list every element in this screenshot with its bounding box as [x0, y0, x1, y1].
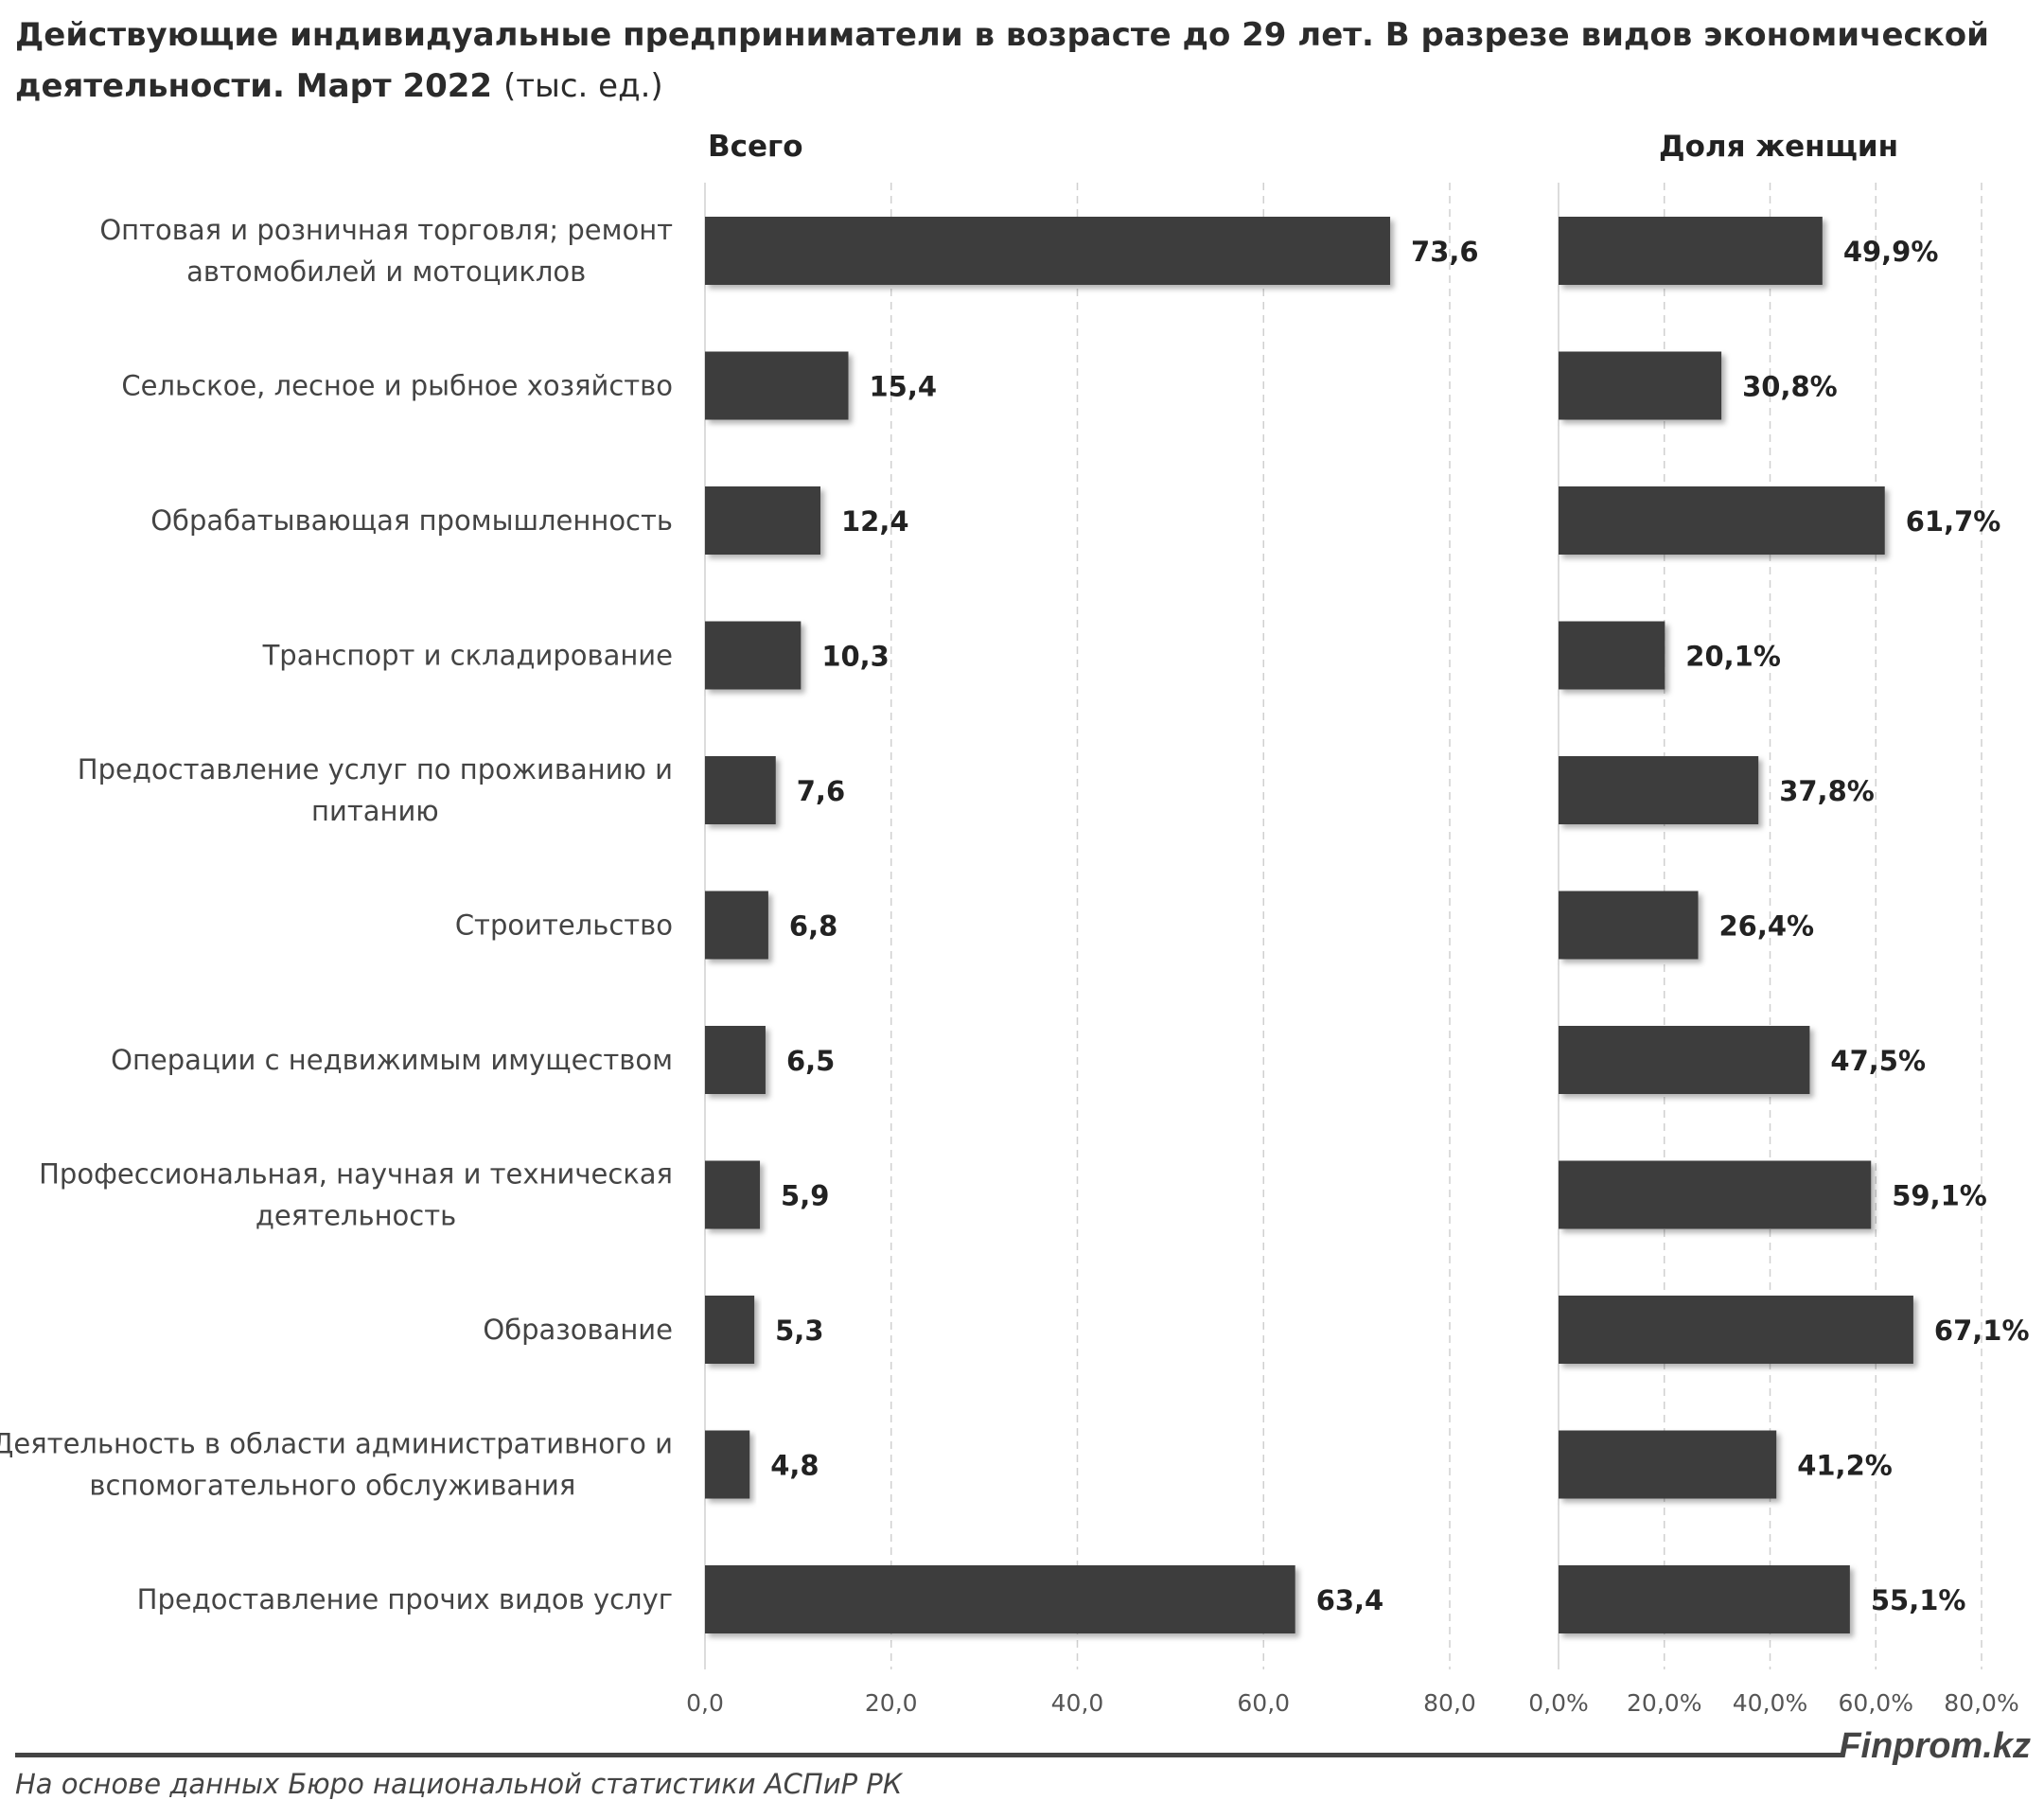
- data-label: 30,8%: [1742, 371, 1838, 403]
- brand-logo: Finprom.kz: [1839, 1726, 2031, 1766]
- data-label: 73,6: [1411, 236, 1479, 268]
- bar: [1559, 486, 1885, 555]
- x-tick-label: 40,0: [1051, 1689, 1104, 1717]
- bar: [1559, 351, 1722, 420]
- data-label: 7,6: [797, 775, 845, 807]
- bar: [705, 486, 820, 555]
- x-tick-label: 20,0: [865, 1689, 918, 1717]
- bar: [705, 1296, 755, 1364]
- category-label: Предоставление прочих видов услуг: [137, 1583, 673, 1615]
- footer-rule: [15, 1753, 1841, 1757]
- bar: [1559, 1026, 1810, 1094]
- data-label: 6,5: [786, 1045, 835, 1077]
- x-tick-label: 0,0: [686, 1689, 724, 1717]
- bar: [705, 891, 768, 960]
- bar: [1559, 1565, 1850, 1633]
- x-tick-label: 20,0%: [1627, 1689, 1701, 1717]
- bar: [1559, 1296, 1913, 1364]
- data-label: 5,9: [781, 1180, 829, 1212]
- data-label: 59,1%: [1892, 1180, 1987, 1212]
- data-label: 15,4: [869, 371, 937, 403]
- bar: [1559, 891, 1699, 960]
- bar: [705, 217, 1391, 285]
- data-label: 37,8%: [1779, 775, 1875, 807]
- data-label: 5,3: [775, 1315, 823, 1347]
- data-label: 6,8: [789, 910, 837, 943]
- data-label: 55,1%: [1871, 1584, 1966, 1616]
- x-tick-label: 60,0%: [1839, 1689, 1913, 1717]
- bar: [705, 756, 776, 824]
- chart-title: Действующие индивидуальные предпринимате…: [15, 9, 2021, 112]
- data-label: 26,4%: [1719, 910, 1815, 943]
- source-note: На основе данных Бюро национальной стати…: [15, 1768, 903, 1800]
- data-label: 10,3: [821, 641, 890, 673]
- chart-title-unit: (тыс. ед.): [502, 67, 663, 105]
- category-label: Операции с недвижимым имуществом: [111, 1044, 673, 1076]
- category-label: Предоставление услуг по проживанию и пита…: [78, 753, 673, 827]
- bar: [1559, 756, 1759, 824]
- chart-title-main: Действующие индивидуальные предпринимате…: [15, 16, 1989, 105]
- category-label: Деятельность в области административного…: [0, 1428, 673, 1502]
- right-panel-header: Доля женщин: [1659, 130, 1898, 164]
- category-label: Сельское, лесное и рыбное хозяйство: [121, 370, 673, 402]
- x-tick-label: 60,0: [1237, 1689, 1290, 1717]
- data-label: 4,8: [770, 1450, 819, 1482]
- category-label: Образование: [483, 1314, 673, 1346]
- data-label: 49,9%: [1843, 236, 1939, 268]
- category-label: Профессиональная, научная и техническая д…: [39, 1158, 673, 1232]
- category-label: Обрабатывающая промышленность: [150, 504, 673, 537]
- bar: [705, 1565, 1295, 1633]
- bar: [705, 1026, 766, 1094]
- left-panel-header: Всего: [708, 130, 803, 164]
- data-label: 63,4: [1316, 1584, 1384, 1616]
- x-tick-label: 40,0%: [1733, 1689, 1807, 1717]
- category-label: Строительство: [455, 909, 673, 942]
- data-label: 47,5%: [1830, 1045, 1926, 1077]
- bar: [705, 621, 802, 690]
- x-tick-label: 0,0%: [1528, 1689, 1589, 1717]
- x-tick-label: 80,0%: [1944, 1689, 2018, 1717]
- data-label: 20,1%: [1685, 641, 1781, 673]
- bar: [705, 1160, 761, 1229]
- bar: [1559, 621, 1665, 690]
- bar: [705, 351, 849, 420]
- bar: [705, 1430, 750, 1499]
- category-label: Транспорт и складирование: [262, 640, 673, 672]
- bar: [1559, 217, 1823, 285]
- data-label: 41,2%: [1797, 1450, 1893, 1482]
- data-label: 61,7%: [1906, 505, 2001, 538]
- x-tick-label: 80,0: [1423, 1689, 1476, 1717]
- data-label: 67,1%: [1934, 1315, 2030, 1347]
- category-label: Оптовая и розничная торговля; ремонт авто…: [99, 214, 673, 288]
- data-label: 12,4: [841, 505, 909, 538]
- bar: [1559, 1430, 1777, 1499]
- bar: [1559, 1160, 1872, 1229]
